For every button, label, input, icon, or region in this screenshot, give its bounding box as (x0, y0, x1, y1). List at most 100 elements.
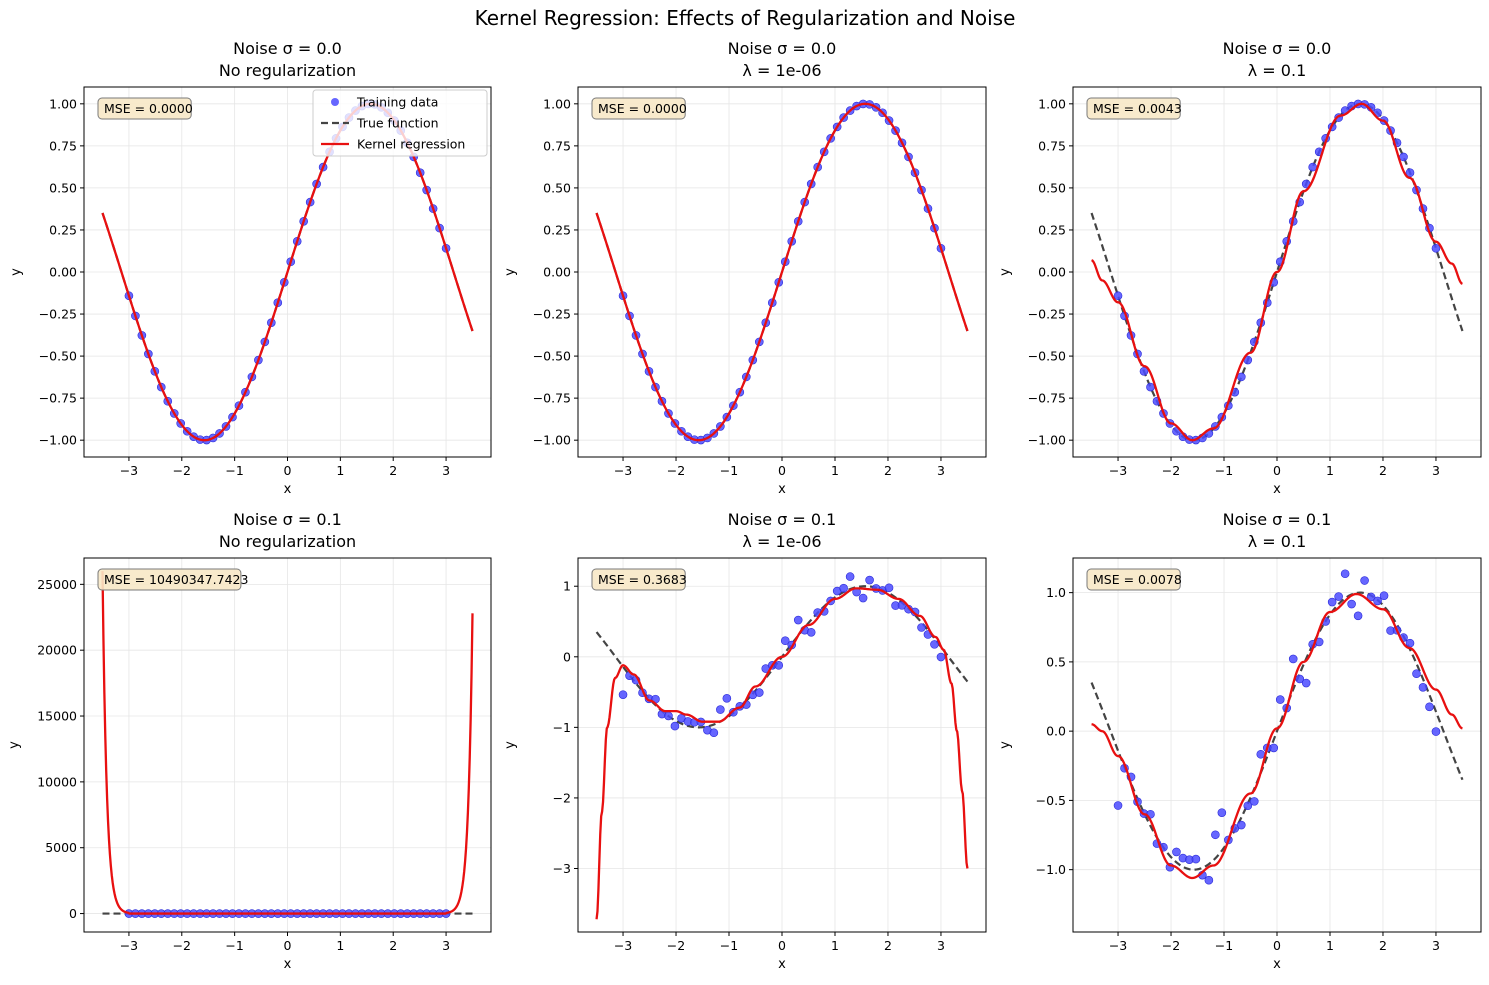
data-point (1288, 654, 1298, 664)
data-point (1243, 801, 1253, 811)
y-tick-label: 0.25 (1038, 222, 1066, 237)
true-function-line (1090, 102, 1464, 442)
x-tick-label: −1 (225, 938, 243, 953)
y-tick-label: 1.00 (543, 96, 571, 111)
panel-subtitle: λ = 1e-06 (742, 61, 821, 80)
panel-subtitle: λ = 0.1 (1248, 532, 1307, 551)
training-data (1113, 569, 1441, 885)
figure-title: Kernel Regression: Effects of Regulariza… (475, 6, 1016, 30)
data-point (709, 728, 719, 738)
data-point (806, 627, 816, 637)
panel-title: Noise σ = 0.1 (233, 510, 342, 529)
panel-4: −3 −2 −1 0 1 2 3 0 5000 10000 15000 20000 25000 x y Noi… (7, 510, 492, 972)
x-tick-label: 0 (1273, 463, 1281, 478)
x-tick-label: −1 (225, 463, 243, 478)
panel-2: −3 −2 −1 0 1 2 3 −1.00 −0.75 −0.50 −0.25 0.00 0.25 0.… (503, 39, 987, 497)
mse-text: MSE = 10490347.7423 (104, 572, 248, 587)
y-tick-label: −0.75 (1028, 391, 1066, 406)
data-point (1431, 727, 1441, 736)
data-point (1217, 808, 1227, 817)
y-tick-label: 0.25 (49, 222, 77, 237)
data-point (936, 652, 946, 662)
mse-box: MSE = 0.0000 (591, 97, 687, 120)
x-tick-label: −3 (1109, 463, 1127, 478)
y-tick-label: −1.00 (1028, 433, 1066, 448)
data-point (884, 583, 894, 593)
kernel-regression-line (595, 587, 969, 920)
y-tick-label: 20000 (37, 643, 77, 658)
y-tick-label: 5000 (45, 840, 77, 855)
mse-box: MSE = 0.0000 (97, 97, 193, 120)
y-axis-label: y (9, 268, 24, 276)
panel-subtitle: λ = 1e-06 (742, 532, 821, 551)
mse-text: MSE = 0.0043 (1093, 101, 1182, 116)
y-axis-label: y (7, 741, 22, 749)
x-axis-label: x (284, 957, 292, 972)
x-tick-label: 3 (937, 938, 945, 953)
y-tick-label: 10000 (37, 774, 77, 789)
x-tick-label: 2 (884, 463, 892, 478)
x-tick-label: 1 (1326, 463, 1334, 478)
x-tick-label: −3 (1109, 938, 1127, 953)
data-point (1204, 875, 1214, 885)
y-axis-label: y (998, 741, 1013, 749)
data-point (1418, 683, 1428, 692)
x-tick-label: 1 (336, 938, 344, 953)
y-axis-label: y (503, 268, 518, 276)
data-point (1191, 854, 1201, 864)
data-point (1269, 743, 1279, 753)
panel-1: −3 −2 −1 0 1 2 3 −1.00 −0.75 −0.50 −0.25 0.00 0.25 0.… (9, 39, 492, 497)
panel-subtitle: No regularization (219, 61, 356, 80)
data-point (1113, 801, 1123, 810)
y-tick-label: −0.25 (1028, 307, 1066, 322)
data-point (1373, 596, 1382, 606)
y-tick-label: 0.75 (1038, 138, 1066, 153)
y-tick-label: −0.25 (533, 307, 571, 322)
y-tick-label: 0.00 (1038, 265, 1066, 280)
data-point (1431, 243, 1441, 253)
y-tick-label: −1 (553, 720, 571, 735)
mse-text: MSE = 0.3683 (598, 572, 687, 587)
mse-text: MSE = 0.0078 (1093, 572, 1182, 587)
data-point (858, 593, 868, 603)
x-tick-label: −2 (173, 938, 191, 953)
y-tick-label: −0.75 (533, 391, 571, 406)
panel-title: Noise σ = 0.0 (728, 39, 837, 58)
x-tick-label: 1 (831, 938, 839, 953)
data-point (670, 721, 680, 731)
data-point (722, 694, 732, 703)
x-tick-label: −1 (720, 463, 738, 478)
grid (84, 558, 491, 932)
y-tick-label: 0.0 (1046, 724, 1066, 739)
x-tick-label: 3 (442, 938, 450, 953)
x-tick-label: 3 (1432, 938, 1440, 953)
y-tick-label: 0.5 (1046, 654, 1066, 669)
x-tick-label: 3 (937, 463, 945, 478)
data-point (1237, 820, 1246, 830)
data-point (1360, 576, 1369, 585)
x-tick-label: 1 (1326, 938, 1334, 953)
y-tick-label: 0.75 (49, 138, 77, 153)
kernel-regression-line (1091, 592, 1463, 880)
data-point (1249, 797, 1259, 806)
y-tick-label: 0.50 (1038, 180, 1066, 195)
x-tick-label: 0 (284, 938, 292, 953)
data-point (865, 575, 874, 585)
x-tick-label: −3 (614, 463, 632, 478)
data-point (845, 572, 855, 581)
data-point (780, 636, 790, 646)
legend: Training data True function Kernel regress… (312, 89, 488, 157)
data-point (716, 705, 725, 714)
x-tick-label: 0 (778, 938, 786, 953)
panel-6: −3 −2 −1 0 1 2 3 −1.0 −0.5 0.0 0.5 1.0 x y Noise σ = 0… (998, 510, 1482, 972)
data-point (1301, 678, 1311, 688)
y-tick-label: 1.00 (1038, 96, 1066, 111)
y-tick-label: −0.50 (533, 349, 571, 364)
data-point (793, 615, 803, 625)
y-tick-label: 0.00 (49, 265, 77, 280)
data-point (1334, 592, 1343, 601)
data-point (664, 711, 673, 721)
data-point (1405, 168, 1415, 178)
y-tick-label: 0.50 (543, 180, 571, 195)
data-point (1399, 152, 1408, 162)
